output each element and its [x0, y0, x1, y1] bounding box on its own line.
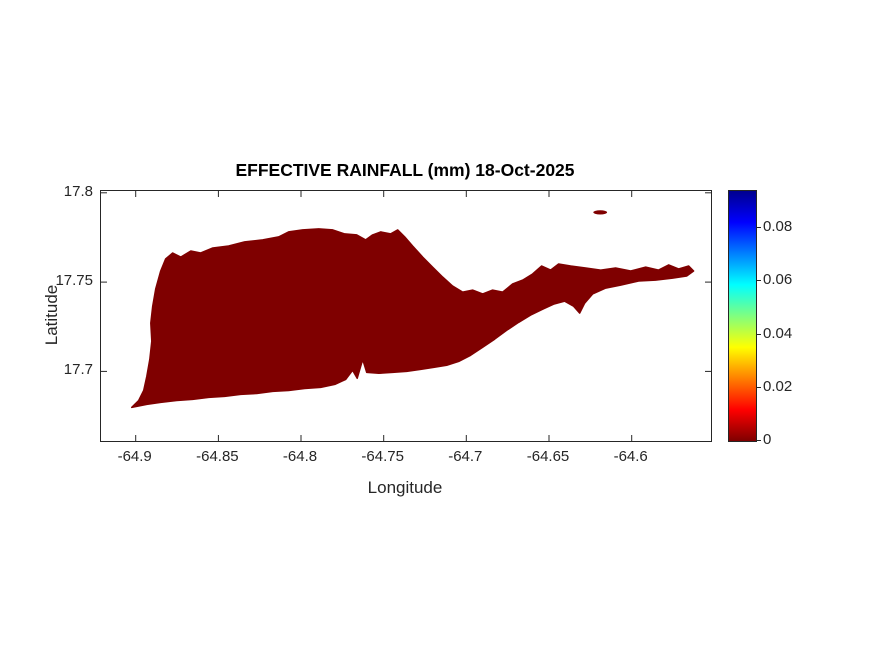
y-tick-label: 17.8	[63, 182, 93, 200]
chart-title: EFFECTIVE RAINFALL (mm) 18-Oct-2025	[235, 160, 575, 180]
colorbar-tick-labels: 0 0.02 0.04 0.06 0.08	[763, 190, 833, 448]
plot-area	[100, 190, 712, 442]
x-tick-label: -64.6	[613, 448, 648, 465]
colorbar-tick	[756, 280, 761, 282]
x-axis-label: Longitude	[367, 478, 443, 497]
colorbar-tick	[756, 439, 761, 441]
island-shape	[130, 228, 695, 409]
x-tick-label: -64.7	[448, 448, 483, 465]
colorbar-tick-label: 0.04	[763, 324, 793, 342]
x-tick-labels: -64.9 -64.85 -64.8 -64.75 -64.7 -64.65 -64.6	[100, 448, 710, 468]
islet-shape	[593, 210, 608, 215]
x-tick-label: -64.9	[117, 448, 152, 465]
x-tick-label: -64.8	[282, 448, 318, 465]
colorbar-tick-label: 0	[763, 431, 772, 448]
colorbar-tick-label: 0.08	[763, 218, 793, 236]
island-map	[101, 191, 711, 441]
colorbar-tick	[756, 227, 761, 229]
colorbar-tick-label: 0.02	[763, 377, 793, 395]
colorbar-tick	[756, 333, 761, 335]
y-tick-labels: 17.7 17.75 17.8	[0, 183, 93, 440]
x-tick-label: -64.75	[361, 448, 404, 465]
y-tick-label: 17.75	[55, 272, 93, 290]
x-tick-label: -64.65	[526, 448, 570, 465]
y-tick-label: 17.7	[63, 361, 93, 379]
colorbar	[728, 190, 757, 442]
colorbar-tick	[756, 386, 761, 388]
x-tick-label: -64.85	[196, 448, 239, 465]
colorbar-tick-label: 0.06	[763, 271, 793, 289]
